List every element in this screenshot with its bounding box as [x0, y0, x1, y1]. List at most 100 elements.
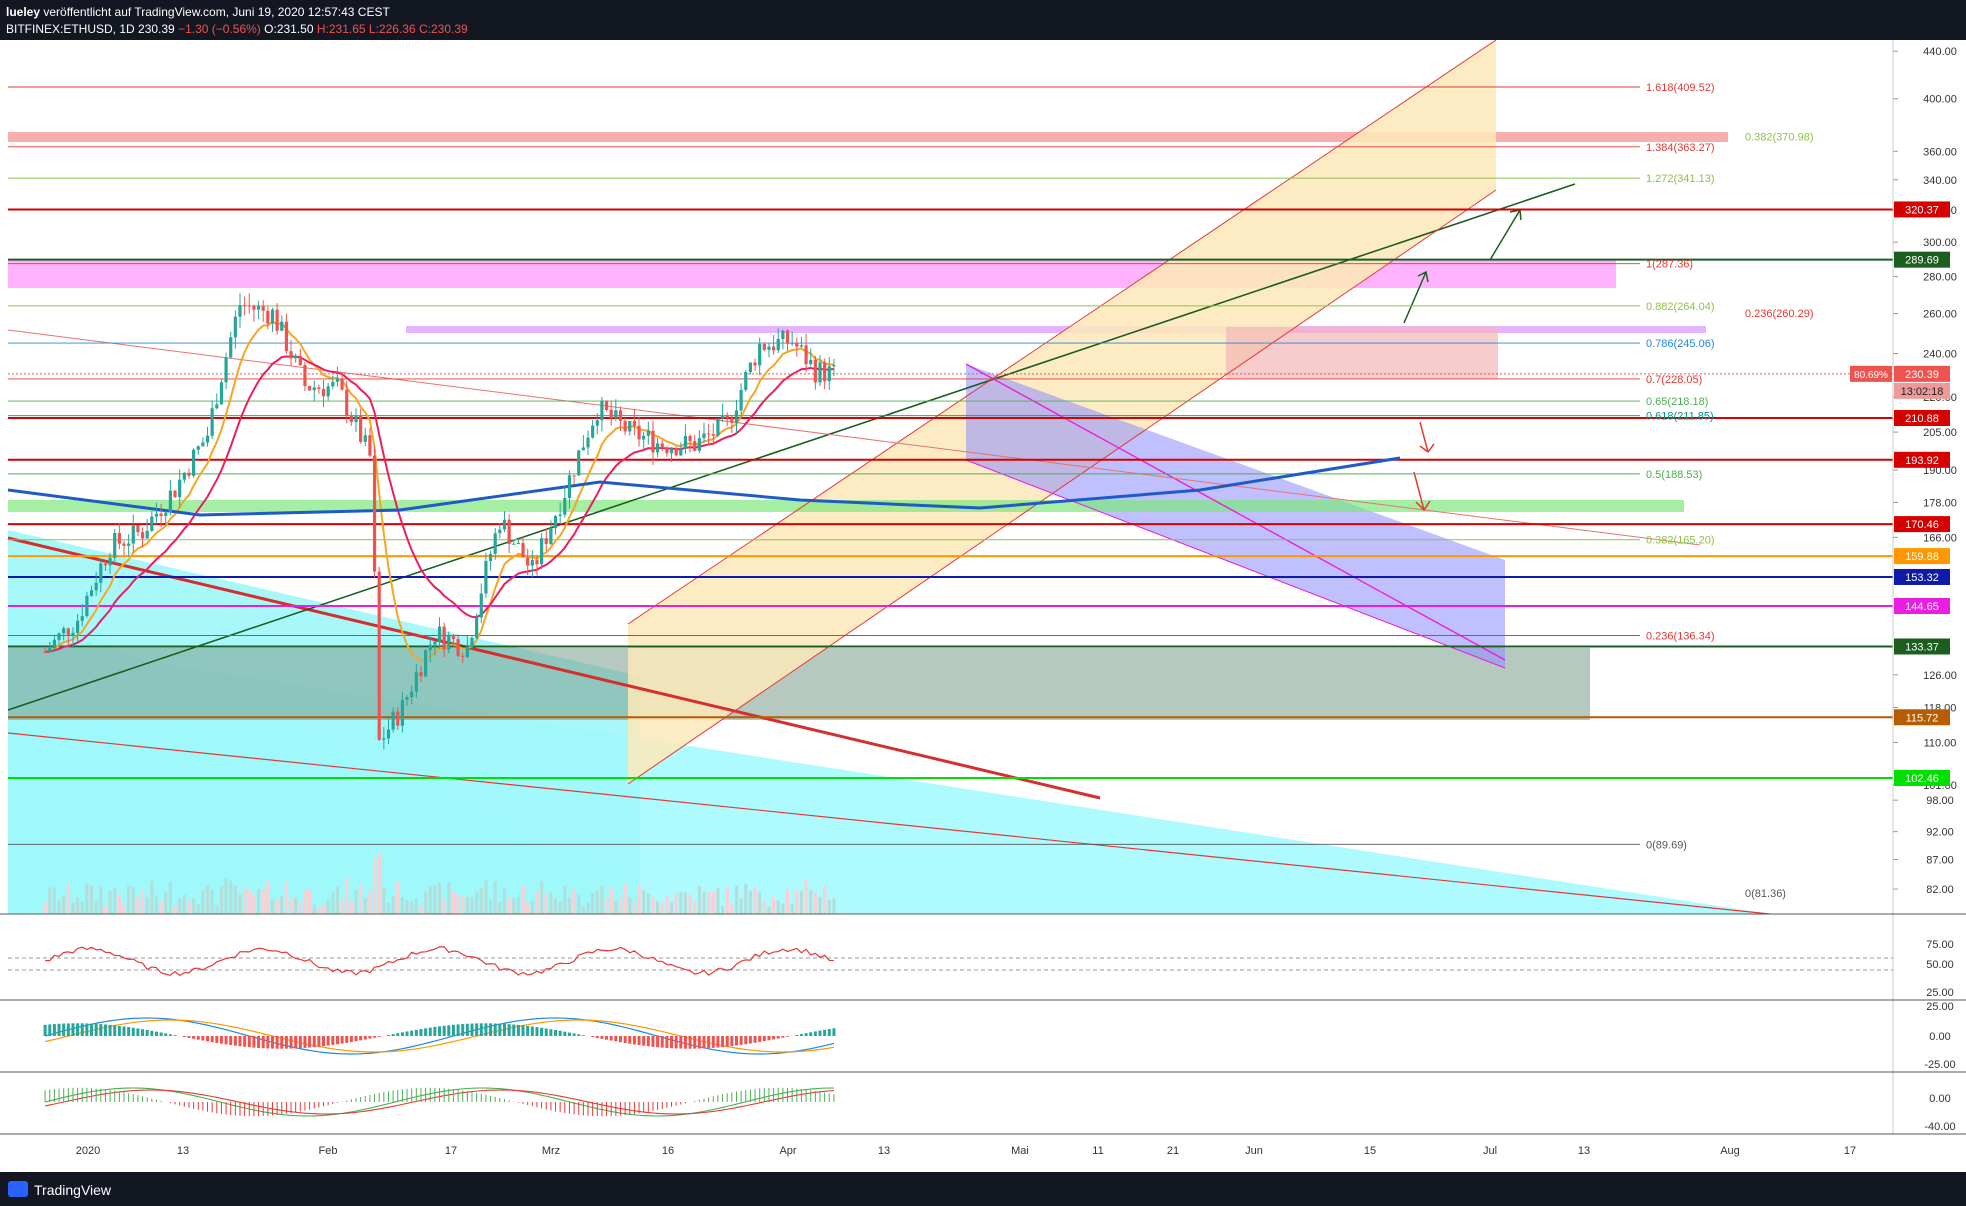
macd-hist-bar — [136, 1028, 140, 1036]
volume-bar — [354, 890, 358, 914]
volume-bar — [85, 883, 89, 914]
macd-hist-bar — [507, 1024, 511, 1036]
candle-body — [720, 415, 725, 419]
candle-body — [785, 330, 790, 344]
price-tick-label: 300.00 — [1923, 237, 1957, 249]
candle-body — [205, 435, 210, 443]
candle-body — [748, 362, 752, 373]
fib-label: 0.786(245.06) — [1646, 338, 1715, 350]
macd-hist-bar — [322, 1036, 326, 1047]
macd-hist-bar — [308, 1036, 312, 1048]
candle-body — [628, 421, 632, 432]
candle-body — [178, 479, 182, 498]
candle-body — [535, 560, 539, 565]
level-tag-label: 133.37 — [1905, 641, 1939, 653]
tradingview-logo-icon[interactable] — [8, 1181, 28, 1197]
macd-hist-bar — [201, 1036, 205, 1041]
candle-body — [679, 448, 683, 456]
volume-bar — [785, 889, 790, 914]
macd-hist-bar — [266, 1036, 270, 1049]
volume-bar — [150, 880, 154, 914]
candle-body — [567, 475, 572, 498]
candle-body — [818, 362, 822, 383]
macd-hist-bar — [725, 1036, 729, 1047]
macd2-panel — [44, 1087, 835, 1117]
volume-bar — [280, 896, 284, 914]
candle-body — [456, 639, 460, 656]
volume-bar — [488, 899, 493, 914]
volume-bar — [275, 900, 279, 914]
macd-hist-bar — [623, 1036, 627, 1043]
level-tag-label: 159.88 — [1905, 551, 1939, 563]
candle-body — [386, 729, 391, 739]
macd-hist-bar — [368, 1036, 372, 1039]
macd-hist-bar — [122, 1026, 126, 1036]
bold-downtrend-line — [7, 536, 1101, 800]
candle-body — [572, 475, 576, 477]
price-tick-label: 178.00 — [1923, 498, 1957, 510]
volume-bar — [359, 883, 363, 914]
symbol-name[interactable]: BITFINEX:ETHUSD, 1D — [6, 22, 135, 36]
fib-label: 1.272(341.13) — [1646, 173, 1715, 185]
candle-body — [103, 563, 108, 566]
macd-hist-bar — [758, 1036, 762, 1042]
macd-hist-bar — [744, 1036, 748, 1045]
macd-hist-bar — [614, 1036, 618, 1042]
macd-hist-bar — [340, 1036, 344, 1044]
time-tick-label: 17 — [445, 1145, 457, 1157]
candle-body — [89, 590, 94, 596]
candle-body — [382, 738, 386, 740]
candle-body — [618, 410, 623, 421]
volume-bar — [809, 889, 813, 914]
candle-body — [558, 514, 562, 517]
candle-body — [85, 595, 89, 617]
volume-bar — [99, 886, 103, 914]
candle-body — [600, 400, 604, 421]
macd-hist-bar — [456, 1024, 460, 1036]
macd-hist-bar — [605, 1036, 609, 1040]
candle-body — [210, 408, 214, 436]
candle-body — [827, 366, 831, 382]
macd-hist-bar — [52, 1024, 56, 1036]
candle-body — [62, 628, 66, 634]
macd-hist-bar — [90, 1023, 94, 1036]
volume-bar — [219, 886, 224, 914]
candle-body — [623, 420, 627, 432]
macd-hist-bar — [827, 1029, 831, 1036]
macd-hist-bar — [818, 1030, 822, 1036]
brand-name[interactable]: TradingView — [34, 1182, 112, 1198]
volume-bar — [526, 903, 530, 914]
volume-bar — [113, 887, 117, 914]
volume-bar — [502, 888, 507, 914]
macd-hist-bar — [748, 1036, 752, 1044]
candle-body — [790, 342, 794, 344]
macd-tick-label: 0.00 — [1929, 1031, 1950, 1043]
macd-hist-bar — [776, 1036, 780, 1039]
volume-bar — [62, 895, 66, 914]
time-tick-label: 15 — [1364, 1145, 1376, 1157]
macd2-tick-label: 0.00 — [1929, 1093, 1950, 1105]
macd-hist-bar — [275, 1036, 279, 1049]
candle-body — [164, 512, 168, 516]
macd-hist-bar — [832, 1028, 836, 1036]
macd-hist-bar — [595, 1036, 599, 1038]
macd-hist-bar — [229, 1036, 233, 1046]
volume-bar — [813, 892, 817, 914]
macd-hist-bar — [772, 1036, 776, 1040]
candle-body — [772, 346, 776, 351]
volume-bar — [739, 898, 743, 914]
price-axis[interactable] — [1893, 40, 1966, 1134]
candle-body — [187, 472, 191, 476]
volume-bar — [498, 901, 502, 914]
macd-hist-bar — [215, 1036, 219, 1043]
macd-hist-bar — [660, 1036, 664, 1048]
volume-bar — [335, 885, 340, 914]
volume-bar — [711, 891, 715, 914]
time-axis[interactable]: 2020 13 Feb 17 Mrz 16 Apr 13 Mai 11 21 Jun 15 Jul 13 Au… — [76, 1145, 1856, 1157]
volume-bar — [609, 888, 613, 914]
author-name[interactable]: lueley — [6, 5, 41, 19]
rsi-panel — [8, 946, 1893, 977]
candle-body — [405, 697, 409, 700]
candle-body — [349, 415, 353, 422]
price-chart[interactable]: 1.618(409.52) 1.384(363.27) 1.272(341.13) 1… — [0, 40, 1966, 1172]
